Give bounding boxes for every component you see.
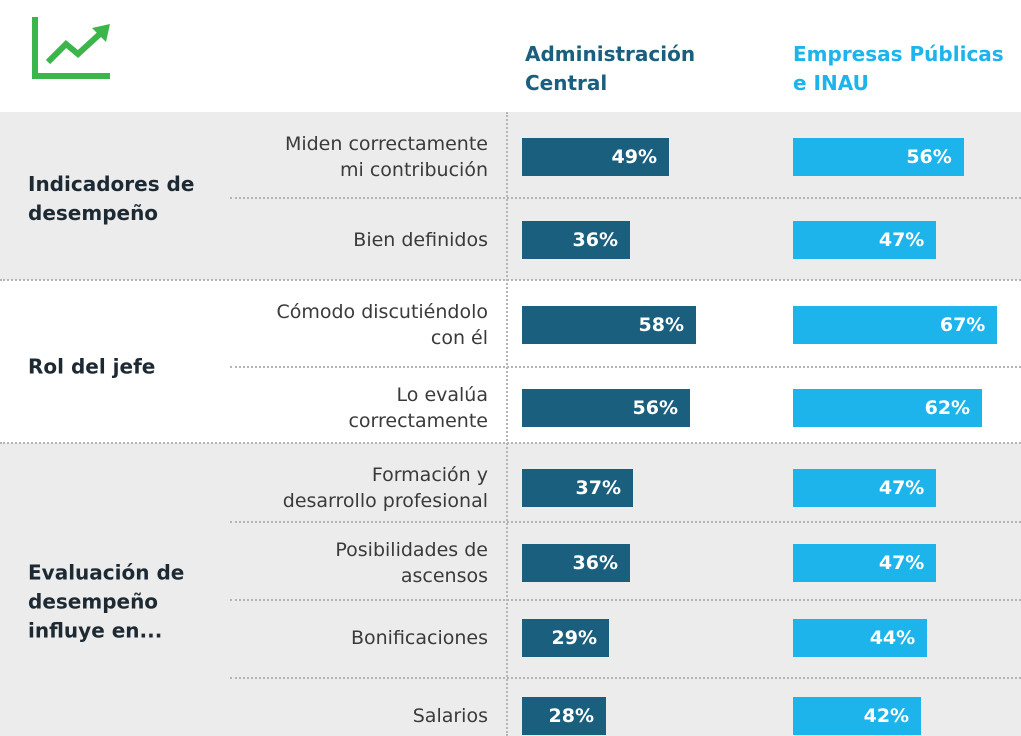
value-label: 56% [906, 146, 952, 168]
row-separator [230, 521, 1021, 523]
group-separator [0, 442, 1021, 444]
category-label: Lo evalúa correctamente [348, 384, 488, 432]
value-label: 28% [548, 705, 594, 727]
bar: 47% [793, 544, 937, 582]
value-label: 36% [572, 229, 618, 251]
bar: 58% [522, 306, 696, 344]
category-label: Bien definidos [353, 229, 488, 251]
row-separator [230, 197, 1021, 199]
value-label: 47% [878, 477, 925, 499]
value-label: 58% [638, 314, 684, 336]
row-separator [230, 599, 1021, 601]
group-label: Indicadores de desempeño [28, 171, 195, 225]
value-label: 49% [611, 146, 657, 168]
group-separator [0, 279, 1021, 281]
value-label: 42% [863, 705, 910, 727]
bar: 62% [793, 389, 983, 427]
value-label: 44% [869, 627, 916, 649]
bar: 29% [522, 619, 609, 657]
series-header: Empresas Públicas e INAU [793, 42, 1004, 95]
bar: 44% [793, 619, 928, 657]
category-label: Formación y desarrollo profesional [282, 464, 488, 512]
value-label: 37% [575, 477, 621, 499]
row-separator [230, 677, 1021, 679]
bar: 56% [793, 138, 964, 176]
value-label: 62% [924, 397, 971, 419]
value-label: 47% [878, 229, 925, 251]
trend-icon [32, 17, 110, 79]
axis-divider [506, 112, 508, 736]
bar: 47% [793, 221, 937, 259]
value-label: 67% [939, 314, 986, 336]
bar: 37% [522, 469, 633, 507]
bar: 36% [522, 221, 630, 259]
value-label: 29% [551, 627, 597, 649]
category-label: Posibilidades de ascensos [335, 539, 488, 587]
category-label: Miden correctamente mi contribución [284, 133, 488, 181]
group-label: Rol del jefe [28, 354, 156, 378]
value-label: 47% [878, 552, 925, 574]
bar: 49% [522, 138, 669, 176]
bar: 67% [793, 306, 998, 344]
category-label: Cómodo discutiéndolo con él [276, 301, 488, 349]
row-separator [230, 366, 1021, 368]
bar: 56% [522, 389, 690, 427]
series-header: Administración Central [525, 42, 696, 95]
category-label: Salarios [412, 705, 488, 727]
value-label: 36% [572, 552, 618, 574]
bar: 47% [793, 469, 937, 507]
group-label: Evaluación de desempeño influye en... [28, 560, 185, 643]
bar: 42% [793, 697, 922, 735]
value-label: 56% [632, 397, 678, 419]
bar: 36% [522, 544, 630, 582]
category-label: Bonificaciones [350, 627, 488, 649]
bar: 28% [522, 697, 606, 735]
